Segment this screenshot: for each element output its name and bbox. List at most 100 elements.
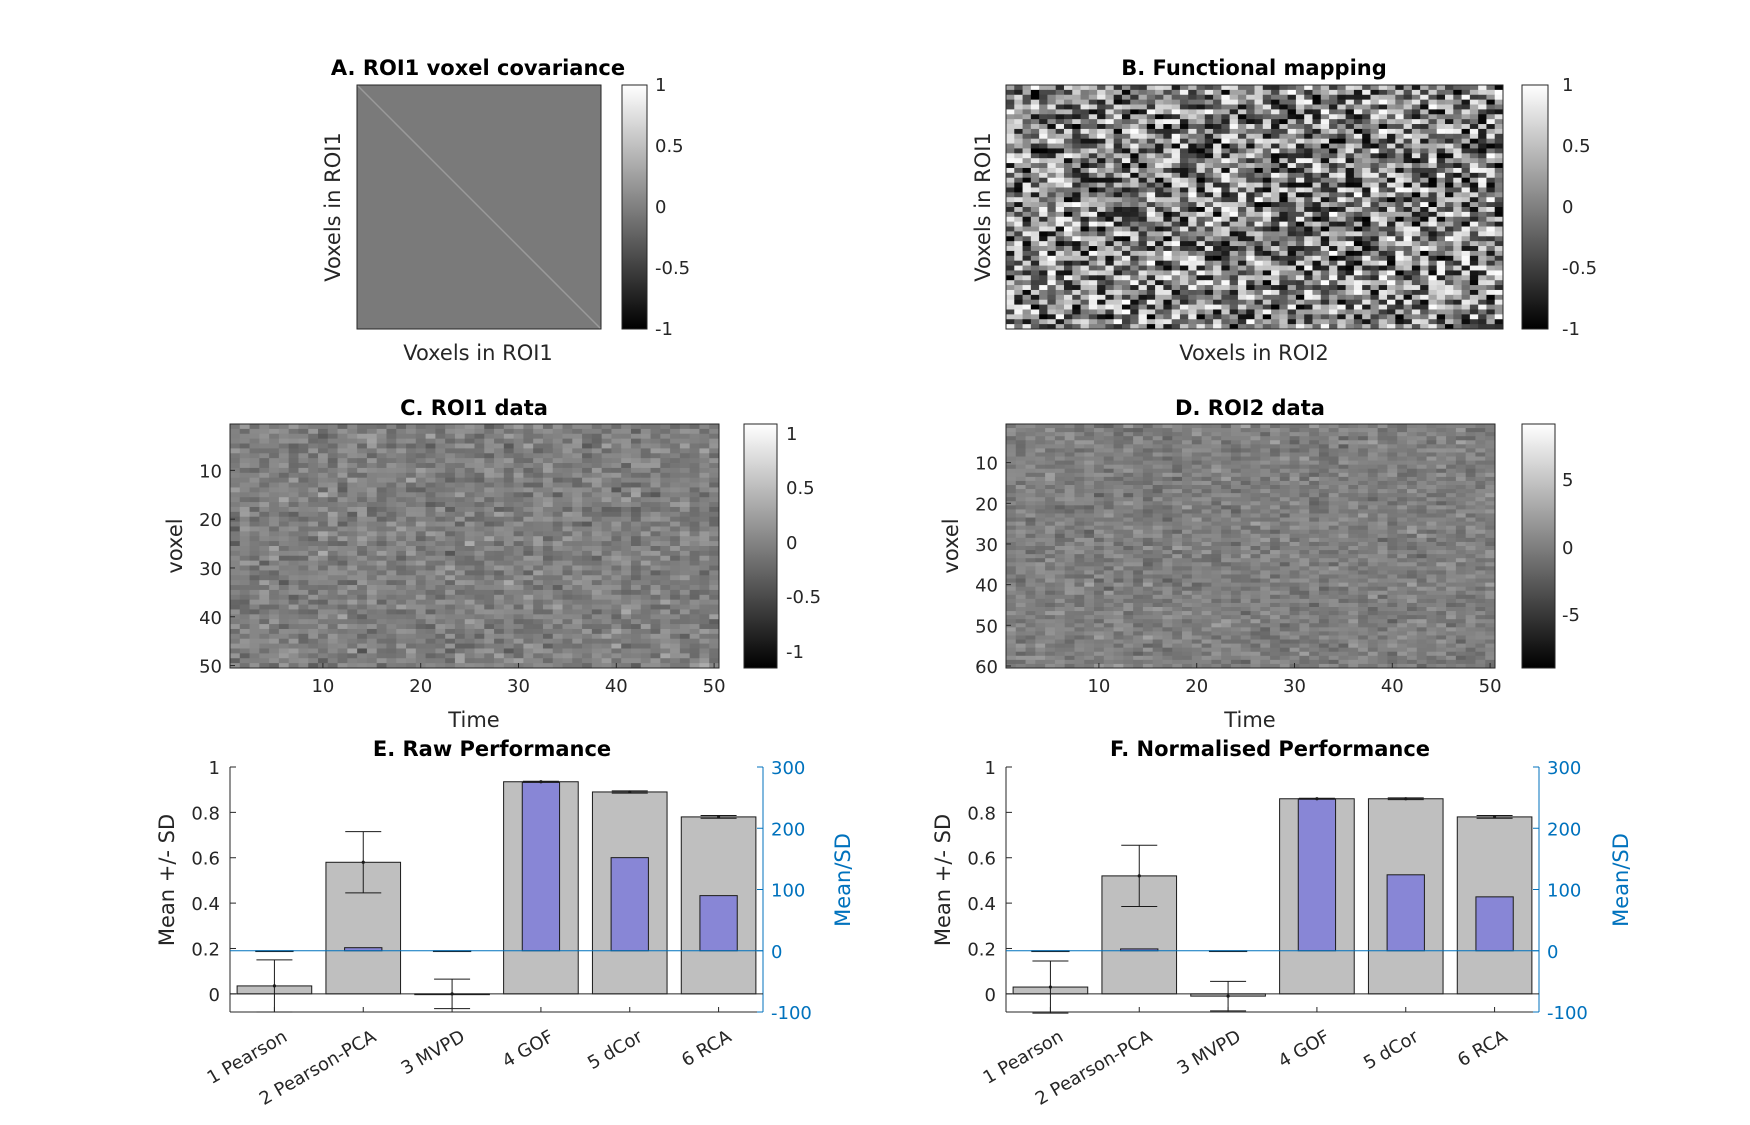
roi1-cell [318,487,329,493]
roi1-cell [298,580,309,586]
mapping-cell [1370,124,1380,130]
mapping-cell [1287,280,1297,286]
mapping-cell [1138,177,1148,183]
roi1-cell [425,585,436,591]
roi1-cell [406,526,417,532]
roi1-cell [327,594,338,601]
mapping-cell [1097,114,1106,120]
mapping-cell [1063,177,1073,183]
mapping-cell [1063,226,1073,232]
roi1-cell [552,550,563,557]
roi1-cell [464,443,475,449]
roi1-cell [533,575,544,581]
roi1-cell [552,536,563,542]
mapping-cell [1080,250,1090,257]
mapping-cell [1411,250,1421,257]
roi1-cell [601,506,612,513]
roi1-cell [679,428,691,435]
mapping-cell [1411,172,1421,179]
roi1-cell [591,604,603,610]
roi1-cell [464,575,475,581]
mapping-cell [1080,163,1090,169]
roi1-cell [415,424,426,430]
mapping-cell [1030,211,1040,218]
roi1-cell [572,609,583,615]
roi1-cell [425,511,436,518]
mapping-cell [1453,119,1462,125]
roi1-cell [386,506,397,513]
mapping-cell [1138,138,1148,144]
mapping-cell [1213,192,1222,198]
mapping-cell [1494,187,1504,193]
roi1-cell [513,511,524,518]
roi1-cell [288,550,299,557]
roi1-cell [494,560,505,566]
mapping-cell [1088,128,1098,135]
roi1-cell [327,467,338,474]
mapping-cell [1411,207,1421,213]
roi1-cell [269,570,280,576]
roi1-cell [542,599,554,605]
mapping-cell [1171,128,1181,135]
mapping-cell [1469,250,1479,257]
roi1-cell [269,458,280,464]
mapping-cell [1188,128,1197,135]
roi1-cell [542,443,554,449]
mapping-cell [1320,255,1330,262]
roi1-cell [689,458,700,464]
mapping-cell [1163,255,1173,262]
mapping-cell [1353,104,1363,110]
mapping-cell [1271,153,1280,159]
mapping-cell [1362,163,1371,169]
roi1-cell [298,560,309,566]
mapping-cell [1014,207,1023,213]
mapping-cell [1179,260,1189,266]
roi1-cell [249,560,260,566]
roi1-cell [503,521,515,527]
roi1-cell [494,497,505,503]
roi1-cell [562,580,573,586]
mapping-cell [1237,104,1247,110]
mapping-cell [1080,319,1090,325]
roi1-cell [298,458,309,464]
mapping-cell [1097,260,1106,266]
mapping-cell [1420,124,1429,130]
mapping-cell [1436,94,1446,101]
mapping-cell [1420,192,1429,198]
mapping-cell [1461,158,1471,164]
mapping-cell [1403,221,1413,227]
mapping-cell [1047,119,1057,125]
roi1-cell [709,550,720,557]
roi1-cell [415,541,426,547]
mapping-cell [1445,85,1454,91]
mapping-cell [1229,85,1239,91]
roi1-cell [660,482,671,488]
roi1-cell [523,492,534,498]
mapping-cell [1420,158,1429,164]
mapping-cell [1097,299,1106,305]
mapping-cell [1237,319,1247,325]
roi1-cell [298,614,309,620]
roi1-cell [239,531,250,537]
mapping-cell [1188,221,1197,227]
roi1-cell [611,594,622,601]
mapping-cell [1461,246,1471,252]
roi1-cell [435,589,446,596]
mapping-cell [1312,260,1322,266]
mapping-cell [1387,172,1396,179]
mapping-cell [1146,319,1156,325]
mapping-cell [1014,324,1023,330]
roi1-cell [601,589,612,596]
roi1-cell [552,502,563,508]
mapping-cell [1014,304,1023,310]
mapping-cell [1395,226,1404,232]
mapping-cell [1105,275,1115,281]
mapping-cell [1436,285,1446,291]
mapping-cell [1295,294,1305,301]
mapping-cell [1179,207,1189,213]
mapping-cell [1353,192,1363,198]
mapping-cell [1163,167,1173,174]
mapping-cell [1130,177,1139,183]
roi1-cell [621,424,632,430]
mapping-cell [1271,143,1280,149]
